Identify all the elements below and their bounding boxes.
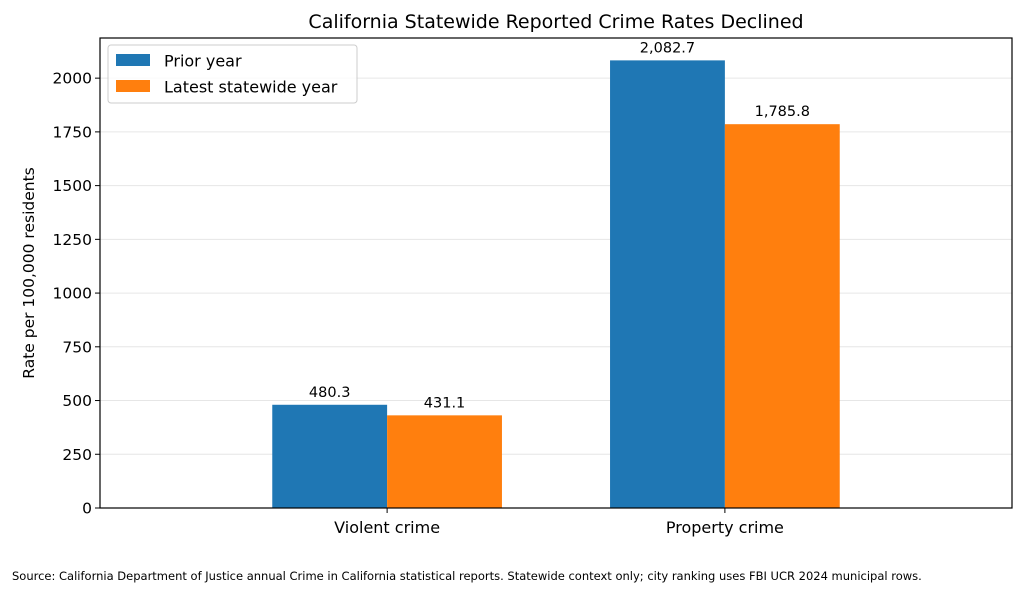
y-tick-label: 1250 [53, 231, 92, 249]
legend-label-latest-year: Latest statewide year [164, 78, 338, 97]
bar [272, 404, 388, 508]
y-tick-label: 1500 [53, 177, 92, 195]
y-tick-label: 2000 [53, 70, 92, 88]
data-labels: 480.3 431.1 2,082.7 1,785.8 [309, 40, 810, 411]
bar-value-label: 480.3 [309, 385, 351, 401]
x-axis: Violent crime Property crime [334, 508, 784, 537]
legend-frame [107, 44, 358, 104]
gridlines [100, 77, 1012, 455]
y-tick-label: 0 [82, 500, 92, 518]
y-tick-label: 1000 [53, 285, 92, 303]
bar-value-label: 431.1 [424, 395, 466, 411]
bar-value-label: 2,082.7 [640, 40, 695, 56]
legend-swatch-prior-year [116, 54, 150, 66]
y-axis: 0 250 500 750 1000 1250 1500 1750 2000 [53, 70, 100, 518]
legend-label-prior-year: Prior year [164, 52, 242, 71]
bars [272, 60, 840, 509]
x-tick-label: Property crime [666, 518, 784, 537]
plot-frame [99, 37, 1013, 509]
bar-value-label: 1,785.8 [755, 104, 810, 120]
source-note: Source: California Department of Justice… [12, 569, 922, 583]
y-tick-label: 500 [62, 392, 92, 410]
y-tick-label: 250 [62, 446, 92, 464]
bar [387, 415, 502, 508]
legend-swatch-latest-year [116, 80, 150, 92]
y-tick-label: 1750 [53, 123, 92, 141]
legend: Prior year Latest statewide year [107, 44, 358, 104]
y-axis-label: Rate per 100,000 residents [20, 167, 38, 378]
bar [610, 60, 725, 509]
x-tick-label: Violent crime [334, 518, 440, 537]
y-tick-label: 750 [62, 338, 92, 356]
chart-title: California Statewide Reported Crime Rate… [308, 11, 803, 33]
bar [724, 124, 840, 508]
